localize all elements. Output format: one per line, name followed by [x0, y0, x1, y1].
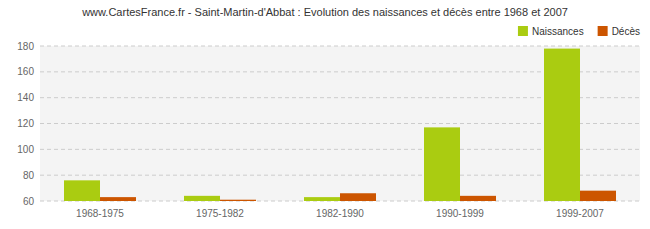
chart-container: www.CartesFrance.fr - Saint-Martin-d'Abb…: [0, 0, 650, 229]
y-tick-label: 60: [23, 196, 35, 207]
bar: [424, 127, 460, 201]
x-tick-label: 1968-1975: [76, 208, 124, 219]
bar: [304, 197, 340, 201]
legend-swatch: [598, 26, 608, 36]
x-tick-label: 1982-1990: [316, 208, 364, 219]
legend-swatch: [518, 26, 528, 36]
bar: [544, 49, 580, 201]
x-tick-label: 1975-1982: [196, 208, 244, 219]
legend-label: Décès: [612, 26, 640, 37]
bar: [100, 197, 136, 201]
chart: www.CartesFrance.fr - Saint-Martin-d'Abb…: [0, 0, 650, 229]
title: www.CartesFrance.fr - Saint-Martin-d'Abb…: [81, 6, 568, 18]
bar: [64, 180, 100, 201]
y-tick-label: 140: [17, 92, 34, 103]
bar: [340, 193, 376, 201]
bar: [460, 196, 496, 201]
y-tick-label: 120: [17, 118, 34, 129]
bar: [220, 200, 256, 201]
y-tick-label: 100: [17, 144, 34, 155]
x-tick-label: 1990-1999: [436, 208, 484, 219]
bar: [184, 196, 220, 201]
y-tick-label: 160: [17, 66, 34, 77]
y-tick-label: 80: [23, 170, 35, 181]
plot-background: [40, 46, 640, 201]
grid-line: [40, 46, 640, 47]
y-tick-label: 180: [17, 41, 34, 52]
bar: [580, 191, 616, 201]
legend-label: Naissances: [532, 26, 584, 37]
grid: [40, 46, 640, 201]
bars: [64, 49, 616, 201]
legend: Naissances Décès: [518, 26, 640, 37]
x-tick-label: 1999-2007: [556, 208, 604, 219]
